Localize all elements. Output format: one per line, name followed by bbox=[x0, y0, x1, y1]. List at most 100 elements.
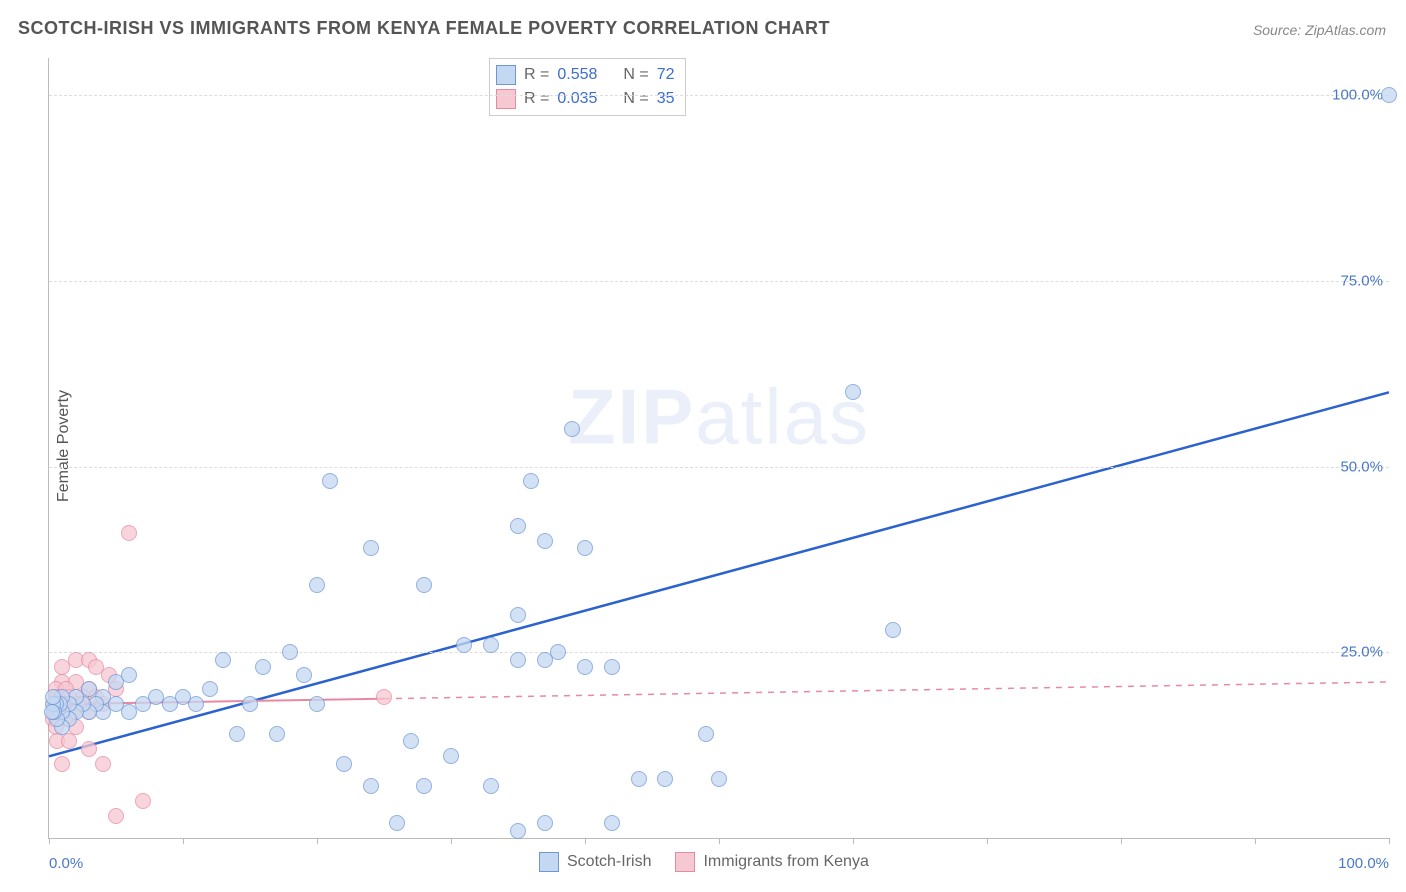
data-point bbox=[456, 637, 472, 653]
data-point bbox=[108, 674, 124, 690]
gridline bbox=[49, 652, 1389, 653]
correlation-legend: R = 0.558 N = 72R = 0.035 N = 35 bbox=[489, 58, 686, 116]
legend-r-label: R = bbox=[524, 66, 549, 84]
x-axis-label: 0.0% bbox=[49, 855, 83, 872]
legend-r-value: 0.558 bbox=[557, 66, 597, 84]
x-tick bbox=[585, 838, 586, 844]
legend-r-value: 0.035 bbox=[557, 90, 597, 108]
data-point bbox=[577, 659, 593, 675]
legend-swatch bbox=[496, 65, 516, 85]
series-legend-label: Immigrants from Kenya bbox=[703, 853, 868, 871]
data-point bbox=[604, 815, 620, 831]
legend-n-value: 72 bbox=[657, 66, 675, 84]
data-point bbox=[45, 689, 61, 705]
x-tick bbox=[853, 838, 854, 844]
gridline bbox=[49, 467, 1389, 468]
data-point bbox=[363, 540, 379, 556]
data-point bbox=[269, 726, 285, 742]
legend-swatch bbox=[675, 852, 695, 872]
data-point bbox=[845, 384, 861, 400]
data-point bbox=[537, 533, 553, 549]
data-point bbox=[255, 659, 271, 675]
data-point bbox=[242, 696, 258, 712]
chart-title: SCOTCH-IRISH VS IMMIGRANTS FROM KENYA FE… bbox=[18, 18, 830, 39]
data-point bbox=[61, 733, 77, 749]
x-tick bbox=[317, 838, 318, 844]
data-point bbox=[54, 756, 70, 772]
data-point bbox=[510, 607, 526, 623]
gridline bbox=[49, 281, 1389, 282]
watermark-zip: ZIP bbox=[568, 372, 695, 460]
y-tick-label: 75.0% bbox=[1340, 272, 1383, 289]
data-point bbox=[296, 667, 312, 683]
x-axis-label: 100.0% bbox=[1338, 855, 1389, 872]
data-point bbox=[510, 823, 526, 839]
data-point bbox=[443, 748, 459, 764]
legend-n-label: N = bbox=[623, 90, 648, 108]
watermark-atlas: atlas bbox=[695, 372, 870, 460]
series-legend-item: Scotch-Irish bbox=[539, 852, 651, 872]
data-point bbox=[657, 771, 673, 787]
data-point bbox=[523, 473, 539, 489]
data-point bbox=[162, 696, 178, 712]
data-point bbox=[322, 473, 338, 489]
legend-n-value: 35 bbox=[657, 90, 675, 108]
data-point bbox=[44, 704, 60, 720]
gridline bbox=[49, 95, 1389, 96]
y-tick-label: 25.0% bbox=[1340, 644, 1383, 661]
series-legend-label: Scotch-Irish bbox=[567, 853, 651, 871]
data-point bbox=[416, 577, 432, 593]
data-point bbox=[376, 689, 392, 705]
legend-swatch bbox=[496, 89, 516, 109]
data-point bbox=[483, 637, 499, 653]
regression-line-dashed bbox=[384, 682, 1389, 699]
legend-row: R =0.035N =35 bbox=[496, 87, 675, 111]
data-point bbox=[510, 518, 526, 534]
data-point bbox=[416, 778, 432, 794]
source-attribution: Source: ZipAtlas.com bbox=[1253, 22, 1386, 38]
data-point bbox=[1381, 87, 1397, 103]
series-legend: Scotch-Irish Immigrants from Kenya bbox=[539, 852, 869, 872]
x-tick bbox=[719, 838, 720, 844]
data-point bbox=[577, 540, 593, 556]
y-tick-label: 50.0% bbox=[1340, 458, 1383, 475]
data-point bbox=[389, 815, 405, 831]
data-point bbox=[483, 778, 499, 794]
data-point bbox=[121, 525, 137, 541]
data-point bbox=[363, 778, 379, 794]
x-tick bbox=[1121, 838, 1122, 844]
series-legend-item: Immigrants from Kenya bbox=[675, 852, 868, 872]
legend-swatch bbox=[539, 852, 559, 872]
data-point bbox=[604, 659, 620, 675]
data-point bbox=[215, 652, 231, 668]
x-tick bbox=[49, 838, 50, 844]
data-point bbox=[510, 652, 526, 668]
data-point bbox=[54, 659, 70, 675]
data-point bbox=[711, 771, 727, 787]
x-tick bbox=[451, 838, 452, 844]
regression-lines-layer bbox=[49, 58, 1389, 838]
x-tick bbox=[1389, 838, 1390, 844]
data-point bbox=[336, 756, 352, 772]
data-point bbox=[108, 808, 124, 824]
plot-area: ZIPatlas R =0.558N =72R =0.035N =35 Scot… bbox=[48, 58, 1389, 839]
x-tick bbox=[183, 838, 184, 844]
data-point bbox=[282, 644, 298, 660]
data-point bbox=[550, 644, 566, 660]
data-point bbox=[403, 733, 419, 749]
y-tick-label: 100.0% bbox=[1332, 87, 1383, 104]
data-point bbox=[885, 622, 901, 638]
data-point bbox=[135, 793, 151, 809]
data-point bbox=[95, 756, 111, 772]
legend-n-label: N = bbox=[623, 66, 648, 84]
data-point bbox=[309, 577, 325, 593]
data-point bbox=[564, 421, 580, 437]
x-tick bbox=[987, 838, 988, 844]
data-point bbox=[81, 741, 97, 757]
data-point bbox=[537, 815, 553, 831]
data-point bbox=[631, 771, 647, 787]
x-tick bbox=[1255, 838, 1256, 844]
data-point bbox=[698, 726, 714, 742]
legend-row: R = 0.558 N = 72 bbox=[496, 63, 675, 87]
data-point bbox=[229, 726, 245, 742]
